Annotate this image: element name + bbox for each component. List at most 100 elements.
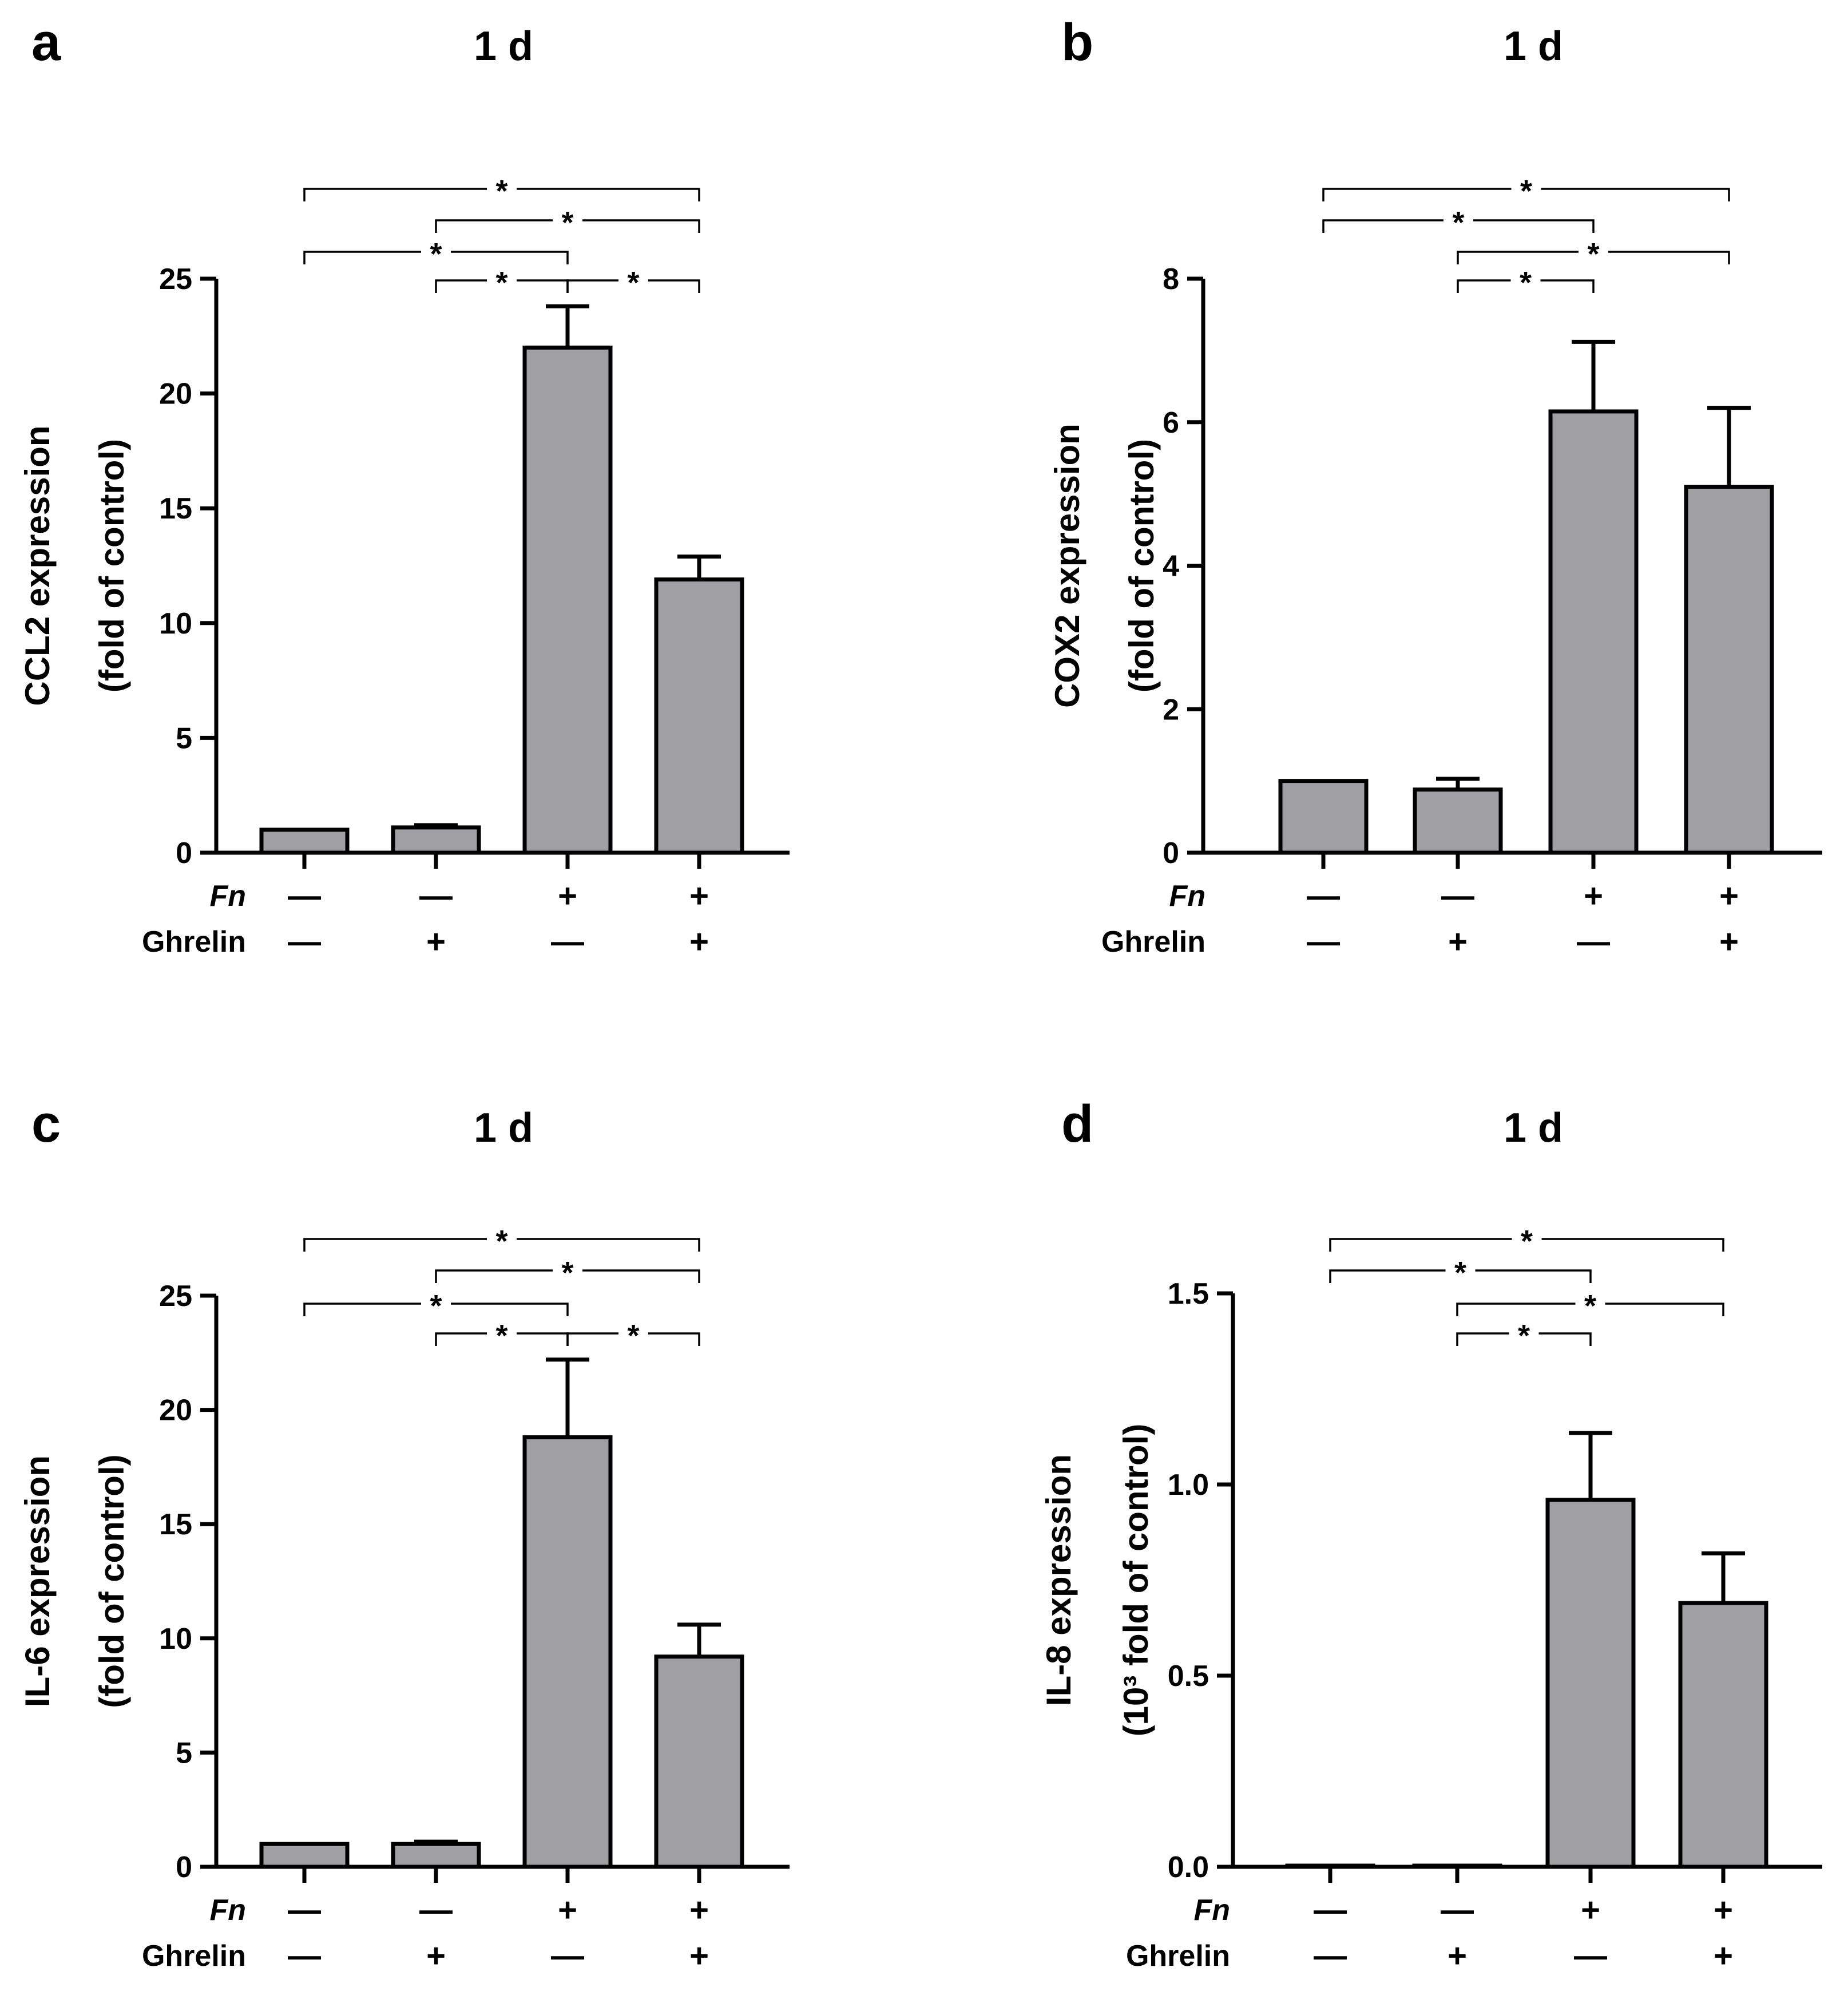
y-tick-label: 5	[176, 722, 192, 755]
y-axis-label: (fold of control)	[1123, 439, 1161, 692]
y-tick-label: 20	[159, 1394, 192, 1427]
bracket-line-right	[648, 279, 700, 293]
bracket-line-left	[1456, 1303, 1576, 1316]
y-tick-label: 25	[159, 263, 192, 296]
significance-star: *	[495, 174, 507, 208]
ghrelin-row-label: Ghrelin	[1126, 1939, 1230, 1973]
panel-letter: a	[31, 13, 61, 72]
bracket-line-right	[1541, 188, 1730, 201]
fn-minus-sign: —	[1307, 877, 1340, 915]
significance-star: *	[1518, 1319, 1530, 1353]
y-tick-label: 1.5	[1168, 1277, 1209, 1311]
bracket-line-right	[1541, 1238, 1724, 1252]
ghrelin-minus-sign: —	[288, 923, 321, 960]
bracket-line-left	[1329, 1238, 1512, 1252]
panel-letter: d	[1061, 1095, 1093, 1153]
bar	[654, 1654, 744, 1869]
fn-row-label: Fn	[209, 880, 246, 913]
significance-bracket: *	[1322, 205, 1595, 240]
bracket-line-left	[303, 1303, 421, 1316]
bracket-line-left	[1457, 279, 1511, 293]
significance-star: *	[627, 1319, 639, 1353]
ghrelin-minus-sign: —	[1307, 923, 1340, 960]
significance-star: *	[1587, 237, 1599, 271]
bracket-line-left	[303, 1238, 487, 1252]
bracket-line-right	[1608, 251, 1730, 264]
panel-d: d 1 d 0.0 0.5 1.0 1.5 IL-8 expression (10³ fold…	[1040, 1095, 1822, 1974]
bar	[259, 1842, 350, 1869]
ghrelin-plus-sign: +	[426, 1937, 446, 1974]
ghrelin-minus-sign: —	[288, 1937, 321, 1974]
bar	[391, 1842, 481, 1869]
significance-bracket: *	[566, 266, 700, 300]
bracket-line-left	[303, 251, 421, 264]
significance-bracket: *	[303, 1224, 700, 1258]
significance-bracket: *	[303, 237, 569, 271]
panel-title: 1 d	[474, 23, 533, 69]
bracket-line-right	[517, 1332, 569, 1346]
bar	[1545, 1498, 1636, 1869]
ghrelin-minus-sign: —	[551, 1937, 584, 1974]
bracket-line-left	[566, 1332, 618, 1346]
fn-plus-sign: +	[558, 877, 577, 915]
bracket-line-right	[517, 188, 700, 201]
bracket-line-right	[451, 251, 569, 264]
y-tick-label: 15	[159, 1508, 192, 1541]
bar	[391, 825, 481, 855]
fn-plus-sign: +	[1581, 1891, 1600, 1929]
bar	[654, 577, 744, 855]
fn-plus-sign: +	[689, 877, 709, 915]
y-tick-label: 5	[176, 1736, 192, 1770]
ghrelin-row-label: Ghrelin	[1101, 925, 1205, 959]
significance-bracket: *	[1329, 1256, 1592, 1290]
significance-star: *	[1521, 1224, 1533, 1258]
fn-minus-sign: —	[1314, 1891, 1347, 1929]
fn-minus-sign: —	[1441, 1891, 1474, 1929]
significance-bracket: *	[1329, 1224, 1724, 1258]
panel-letter: b	[1061, 13, 1093, 72]
significance-star: *	[1520, 174, 1532, 208]
bar	[259, 828, 350, 855]
significance-star: *	[495, 266, 507, 300]
y-axis-label: CCL2 expression	[18, 425, 57, 706]
ghrelin-minus-sign: —	[551, 923, 584, 960]
fn-plus-sign: +	[689, 1891, 709, 1929]
significance-star: *	[1452, 205, 1464, 240]
significance-bracket: *	[1322, 174, 1730, 208]
significance-bracket: *	[1456, 1289, 1724, 1323]
bracket-line-right	[1540, 279, 1595, 293]
bracket-line-right	[1473, 219, 1595, 233]
y-tick-label: 25	[159, 1280, 192, 1313]
fn-plus-sign: +	[1719, 877, 1739, 915]
bracket-line-right	[582, 219, 700, 233]
bracket-line-right	[517, 1238, 700, 1252]
significance-star: *	[495, 1319, 507, 1353]
y-tick-label: 10	[159, 607, 192, 640]
bracket-line-right	[1538, 1332, 1592, 1346]
significance-bracket: *	[303, 1289, 569, 1323]
bracket-line-left	[435, 279, 487, 293]
bar	[1278, 779, 1369, 855]
bracket-line-right	[451, 1303, 569, 1316]
fn-minus-sign: —	[419, 1891, 453, 1929]
y-axis-label: (fold of control)	[93, 1454, 131, 1708]
y-axis-label: IL-8 expression	[1040, 1454, 1078, 1706]
significance-bracket: *	[1457, 266, 1595, 300]
fn-row-label: Fn	[209, 1894, 246, 1927]
y-tick-label: 2	[1163, 693, 1179, 726]
significance-bracket: *	[1456, 1319, 1592, 1353]
bracket-line-right	[1605, 1303, 1724, 1316]
ghrelin-plus-sign: +	[1714, 1937, 1733, 1974]
panel-c: c 1 d 0 5 10 15 20 25 IL-6 expression (fold of co…	[18, 1095, 790, 1974]
bar	[1678, 1601, 1768, 1869]
bracket-line-left	[435, 1332, 487, 1346]
ghrelin-plus-sign: +	[1448, 1937, 1467, 1974]
bracket-line-right	[648, 1332, 700, 1346]
y-tick-label: 0	[1163, 837, 1179, 870]
ghrelin-minus-sign: —	[1574, 1937, 1607, 1974]
significance-bracket: *	[435, 1319, 569, 1353]
bar	[1684, 485, 1774, 855]
ghrelin-plus-sign: +	[689, 1937, 709, 1974]
significance-bracket: *	[303, 174, 700, 208]
